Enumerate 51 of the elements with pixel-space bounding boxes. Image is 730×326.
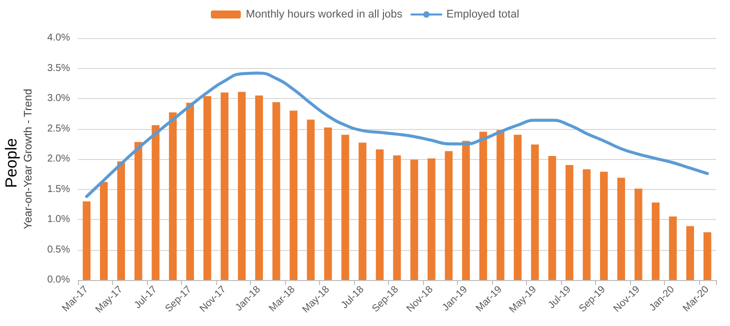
- bar: [220, 92, 228, 280]
- bar: [272, 102, 280, 280]
- bar: [514, 134, 522, 280]
- bar: [238, 92, 246, 280]
- bar: [444, 151, 453, 280]
- bar: [152, 125, 160, 280]
- legend-label: Monthly hours worked in all jobs: [246, 8, 403, 20]
- bar: [290, 110, 298, 280]
- bar: [358, 142, 366, 280]
- y-tick-label: 2.0%: [47, 154, 70, 164]
- bar: [203, 96, 212, 280]
- bar: [566, 165, 574, 280]
- y-tick-label: 0.5%: [47, 244, 70, 256]
- bar: [100, 182, 108, 280]
- bar: [376, 149, 384, 280]
- y-tick-label: 4.0%: [47, 32, 70, 44]
- y-tick-label: 1.0%: [47, 214, 70, 225]
- y-tick-label: 2.5%: [47, 123, 70, 134]
- bar: [652, 202, 660, 280]
- bar: [186, 102, 194, 280]
- legend-label: Employed total: [446, 8, 520, 20]
- bar: [255, 95, 263, 280]
- y-axis-title: Year-on-Year Growth - Trend: [22, 88, 34, 230]
- bar: [634, 188, 642, 280]
- bar: [428, 158, 436, 280]
- bar: [306, 120, 315, 280]
- bar: [393, 155, 401, 280]
- y-tick-label: 3.5%: [47, 62, 70, 74]
- bar: [669, 216, 677, 280]
- bar: [548, 156, 556, 280]
- bar: [341, 134, 350, 280]
- bar: [496, 130, 504, 280]
- bar: [324, 128, 332, 280]
- y-tick-label: 3.0%: [47, 93, 70, 104]
- bar: [531, 144, 539, 280]
- bar: [704, 232, 712, 280]
- bar: [582, 169, 591, 280]
- y-tick-label: 1.5%: [47, 184, 70, 195]
- line-series: [85, 72, 709, 198]
- bar: [168, 112, 177, 280]
- bar: [479, 132, 488, 280]
- bar: [462, 140, 470, 280]
- bar: [686, 226, 694, 280]
- bar: [617, 178, 626, 280]
- text: People: [4, 138, 20, 188]
- bar: [117, 161, 125, 280]
- bar: [82, 201, 90, 280]
- y-tick-label: 0.0%: [47, 274, 70, 286]
- bar: [134, 142, 142, 280]
- bar: [410, 160, 418, 280]
- bar: [600, 172, 608, 280]
